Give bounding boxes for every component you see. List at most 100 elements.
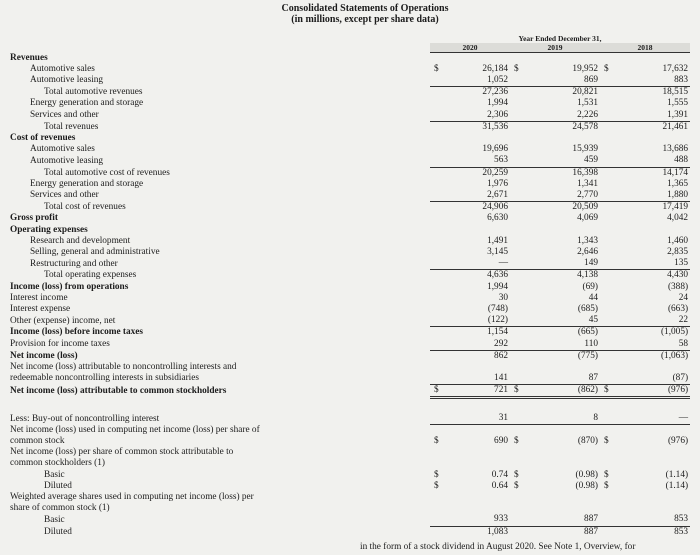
row-label: Net income (loss) attributable to common… [10, 386, 227, 397]
statement-row: Research and development 1,491 1,343 1,460 [10, 236, 690, 247]
spacer [272, 447, 430, 469]
row-label: Basic [44, 514, 65, 525]
amount: (0.98) [575, 469, 598, 480]
spacer [272, 64, 430, 75]
spacer [272, 190, 430, 202]
spacer [272, 110, 430, 122]
currency-sign: $ [514, 480, 519, 491]
spacer [272, 315, 430, 327]
currency-sign [430, 247, 444, 258]
currency-sign: $ [430, 383, 444, 400]
statement-row: Income (loss) from operations 1,994 (69) (3… [10, 282, 690, 293]
currency-sign [600, 110, 624, 122]
currency-sign [600, 179, 624, 190]
spacer [272, 179, 430, 190]
amount: 14,174 [624, 166, 691, 179]
currency-sign: $ [510, 383, 534, 400]
row-label: Weighted average shares used in computin… [10, 492, 254, 514]
amount: 26,184 [482, 63, 508, 74]
currency-sign [510, 110, 534, 122]
statement-row: Energy generation and storage 1,976 1,341 1… [10, 179, 690, 190]
row-label: Basic [44, 469, 65, 480]
currency-sign [430, 120, 444, 133]
currency-sign [600, 315, 624, 327]
statement-row: Diluted 1,083 887 853 [10, 525, 691, 538]
currency-sign: $ [434, 480, 439, 491]
amount: 18,515 [624, 86, 691, 99]
spacer [272, 133, 430, 144]
amount: (1,063) [624, 349, 691, 362]
currency-sign [430, 236, 444, 247]
amount [444, 225, 510, 236]
statement-row: Automotive leasing 563 459 488 [10, 155, 690, 167]
currency-sign [600, 53, 624, 64]
row-label: Restructuring and other [30, 258, 118, 269]
spacer [272, 213, 430, 224]
currency-sign [600, 201, 624, 214]
amount: 933 [494, 514, 508, 525]
statement-row: Selling, general and administrative 3,145… [10, 247, 690, 258]
amount: 20,259 [444, 166, 510, 179]
currency-sign [600, 144, 624, 155]
amount [444, 492, 510, 514]
amount: 690 [444, 424, 510, 448]
row-label: Net income (loss) per share of common st… [10, 447, 234, 469]
statement-row: Provision for income taxes 292 110 58 [10, 339, 690, 351]
amount [534, 447, 600, 469]
currency-sign: $ [604, 63, 609, 74]
row-label: Energy generation and storage [30, 178, 144, 189]
currency-sign [510, 236, 534, 247]
currency-sign [510, 201, 534, 214]
amount: 869 [584, 74, 598, 85]
amount: 141 [494, 372, 508, 383]
currency-sign [600, 75, 624, 87]
spacer [272, 425, 430, 447]
amount: 4,636 [444, 269, 510, 282]
currency-sign: $ [434, 469, 439, 480]
amount: 21,461 [624, 120, 691, 133]
period-label: Year Ended December 31, [518, 34, 602, 43]
spacer [272, 121, 430, 133]
year-row: 2020 2019 2018 [10, 43, 691, 53]
spacer [272, 398, 430, 425]
currency-sign [430, 225, 444, 236]
spacer [272, 167, 430, 179]
spacer [272, 53, 430, 64]
currency-sign [510, 282, 534, 293]
currency-sign [430, 293, 444, 304]
amount: — [678, 413, 689, 424]
year-header: 2020 [430, 43, 510, 53]
statement-row: Total automotive revenues 27,236 20,821 18,… [10, 86, 691, 99]
currency-sign: $ [600, 383, 624, 400]
row-label: Income (loss) before income taxes [10, 327, 144, 338]
currency-sign [510, 525, 534, 538]
amount: 149 [584, 258, 598, 269]
row-label: Diluted [44, 526, 72, 537]
currency-sign [510, 326, 534, 339]
currency-sign [600, 133, 624, 144]
year-header: 2018 [600, 43, 691, 53]
currency-sign [430, 75, 444, 87]
currency-sign [600, 326, 624, 339]
amount: 17,419 [624, 201, 691, 214]
amount: 24 [678, 292, 689, 303]
currency-sign [510, 225, 534, 236]
currency-sign [430, 144, 444, 155]
currency-sign [430, 213, 444, 224]
row-label: Automotive sales [30, 63, 95, 74]
amount: 887 [534, 525, 600, 538]
currency-sign [510, 304, 534, 315]
statement-row: Weighted average shares used in computin… [10, 492, 690, 514]
statement-row: Interest income 30 44 24 [10, 293, 690, 304]
amount: 1,341 [577, 178, 598, 189]
amount: 13,686 [662, 144, 689, 155]
amount: 1,154 [444, 326, 510, 339]
currency-sign [600, 269, 624, 282]
currency-sign [600, 190, 624, 202]
statement-row: Services and other 2,306 2,226 1,391 [10, 110, 690, 122]
amount: 44 [588, 292, 598, 303]
amount: 19,696 [482, 144, 508, 155]
amount: (122) [487, 315, 508, 326]
amount: 1,491 [487, 235, 508, 246]
amount: 1,976 [487, 178, 508, 189]
